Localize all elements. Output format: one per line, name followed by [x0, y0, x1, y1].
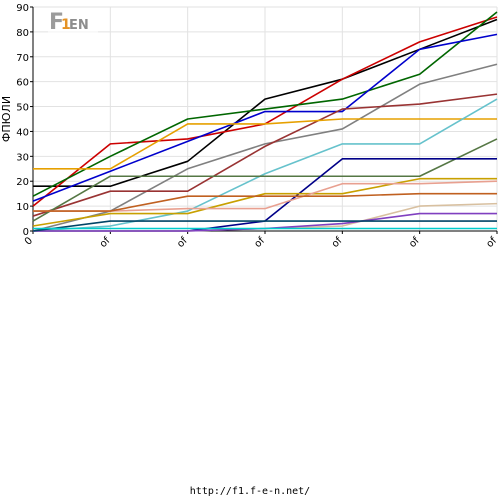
x-tick-label: of — [330, 235, 345, 250]
svg-text:F: F — [49, 10, 64, 34]
x-tick-label: of — [253, 235, 268, 250]
y-tick-label: 30 — [16, 152, 29, 163]
y-tick-labels: 0 10 20 30 40 50 60 70 80 90 — [16, 3, 29, 238]
series-line-11 — [32, 177, 497, 227]
series-line-7 — [33, 118, 497, 170]
x-tick-label: of — [485, 235, 500, 250]
site-logo: F 1 EN — [48, 8, 98, 35]
y-tick-label: 20 — [16, 177, 29, 188]
x-tick-label: of — [98, 235, 113, 250]
series-line-4 — [32, 33, 498, 202]
y-tick-label: 60 — [16, 78, 29, 89]
y-tick-label: 40 — [16, 127, 29, 138]
y-tick-label: 70 — [16, 53, 29, 64]
axes — [30, 6, 498, 234]
series-line-6 — [32, 93, 498, 217]
y-tick-label: 0 — [23, 227, 29, 238]
svg-text:EN: EN — [69, 18, 89, 33]
x-tick-label: of — [407, 235, 422, 250]
series-line-13 — [33, 192, 497, 212]
series-line-3 — [32, 11, 498, 197]
y-tick-label: 10 — [16, 202, 29, 213]
x-tick-label: of — [175, 235, 190, 250]
series-line-9 — [32, 138, 498, 222]
series-line-8 — [32, 98, 498, 232]
y-tick-label: 50 — [16, 103, 29, 114]
y-tick-label: 90 — [16, 3, 29, 14]
series-lines — [32, 11, 498, 232]
svg-text:1: 1 — [61, 17, 71, 33]
y-tick-label: 80 — [16, 28, 29, 39]
series-line-16 — [32, 220, 497, 232]
y-axis-label: ФПЮЛИ — [0, 96, 13, 142]
x-tick-labels: 0 of of of of of of — [23, 235, 500, 250]
x-tick-label: 0 — [23, 235, 35, 247]
logo-image: F 1 EN — [48, 8, 98, 35]
footer-url: http://f1.f-e-n.net/ — [189, 486, 311, 497]
